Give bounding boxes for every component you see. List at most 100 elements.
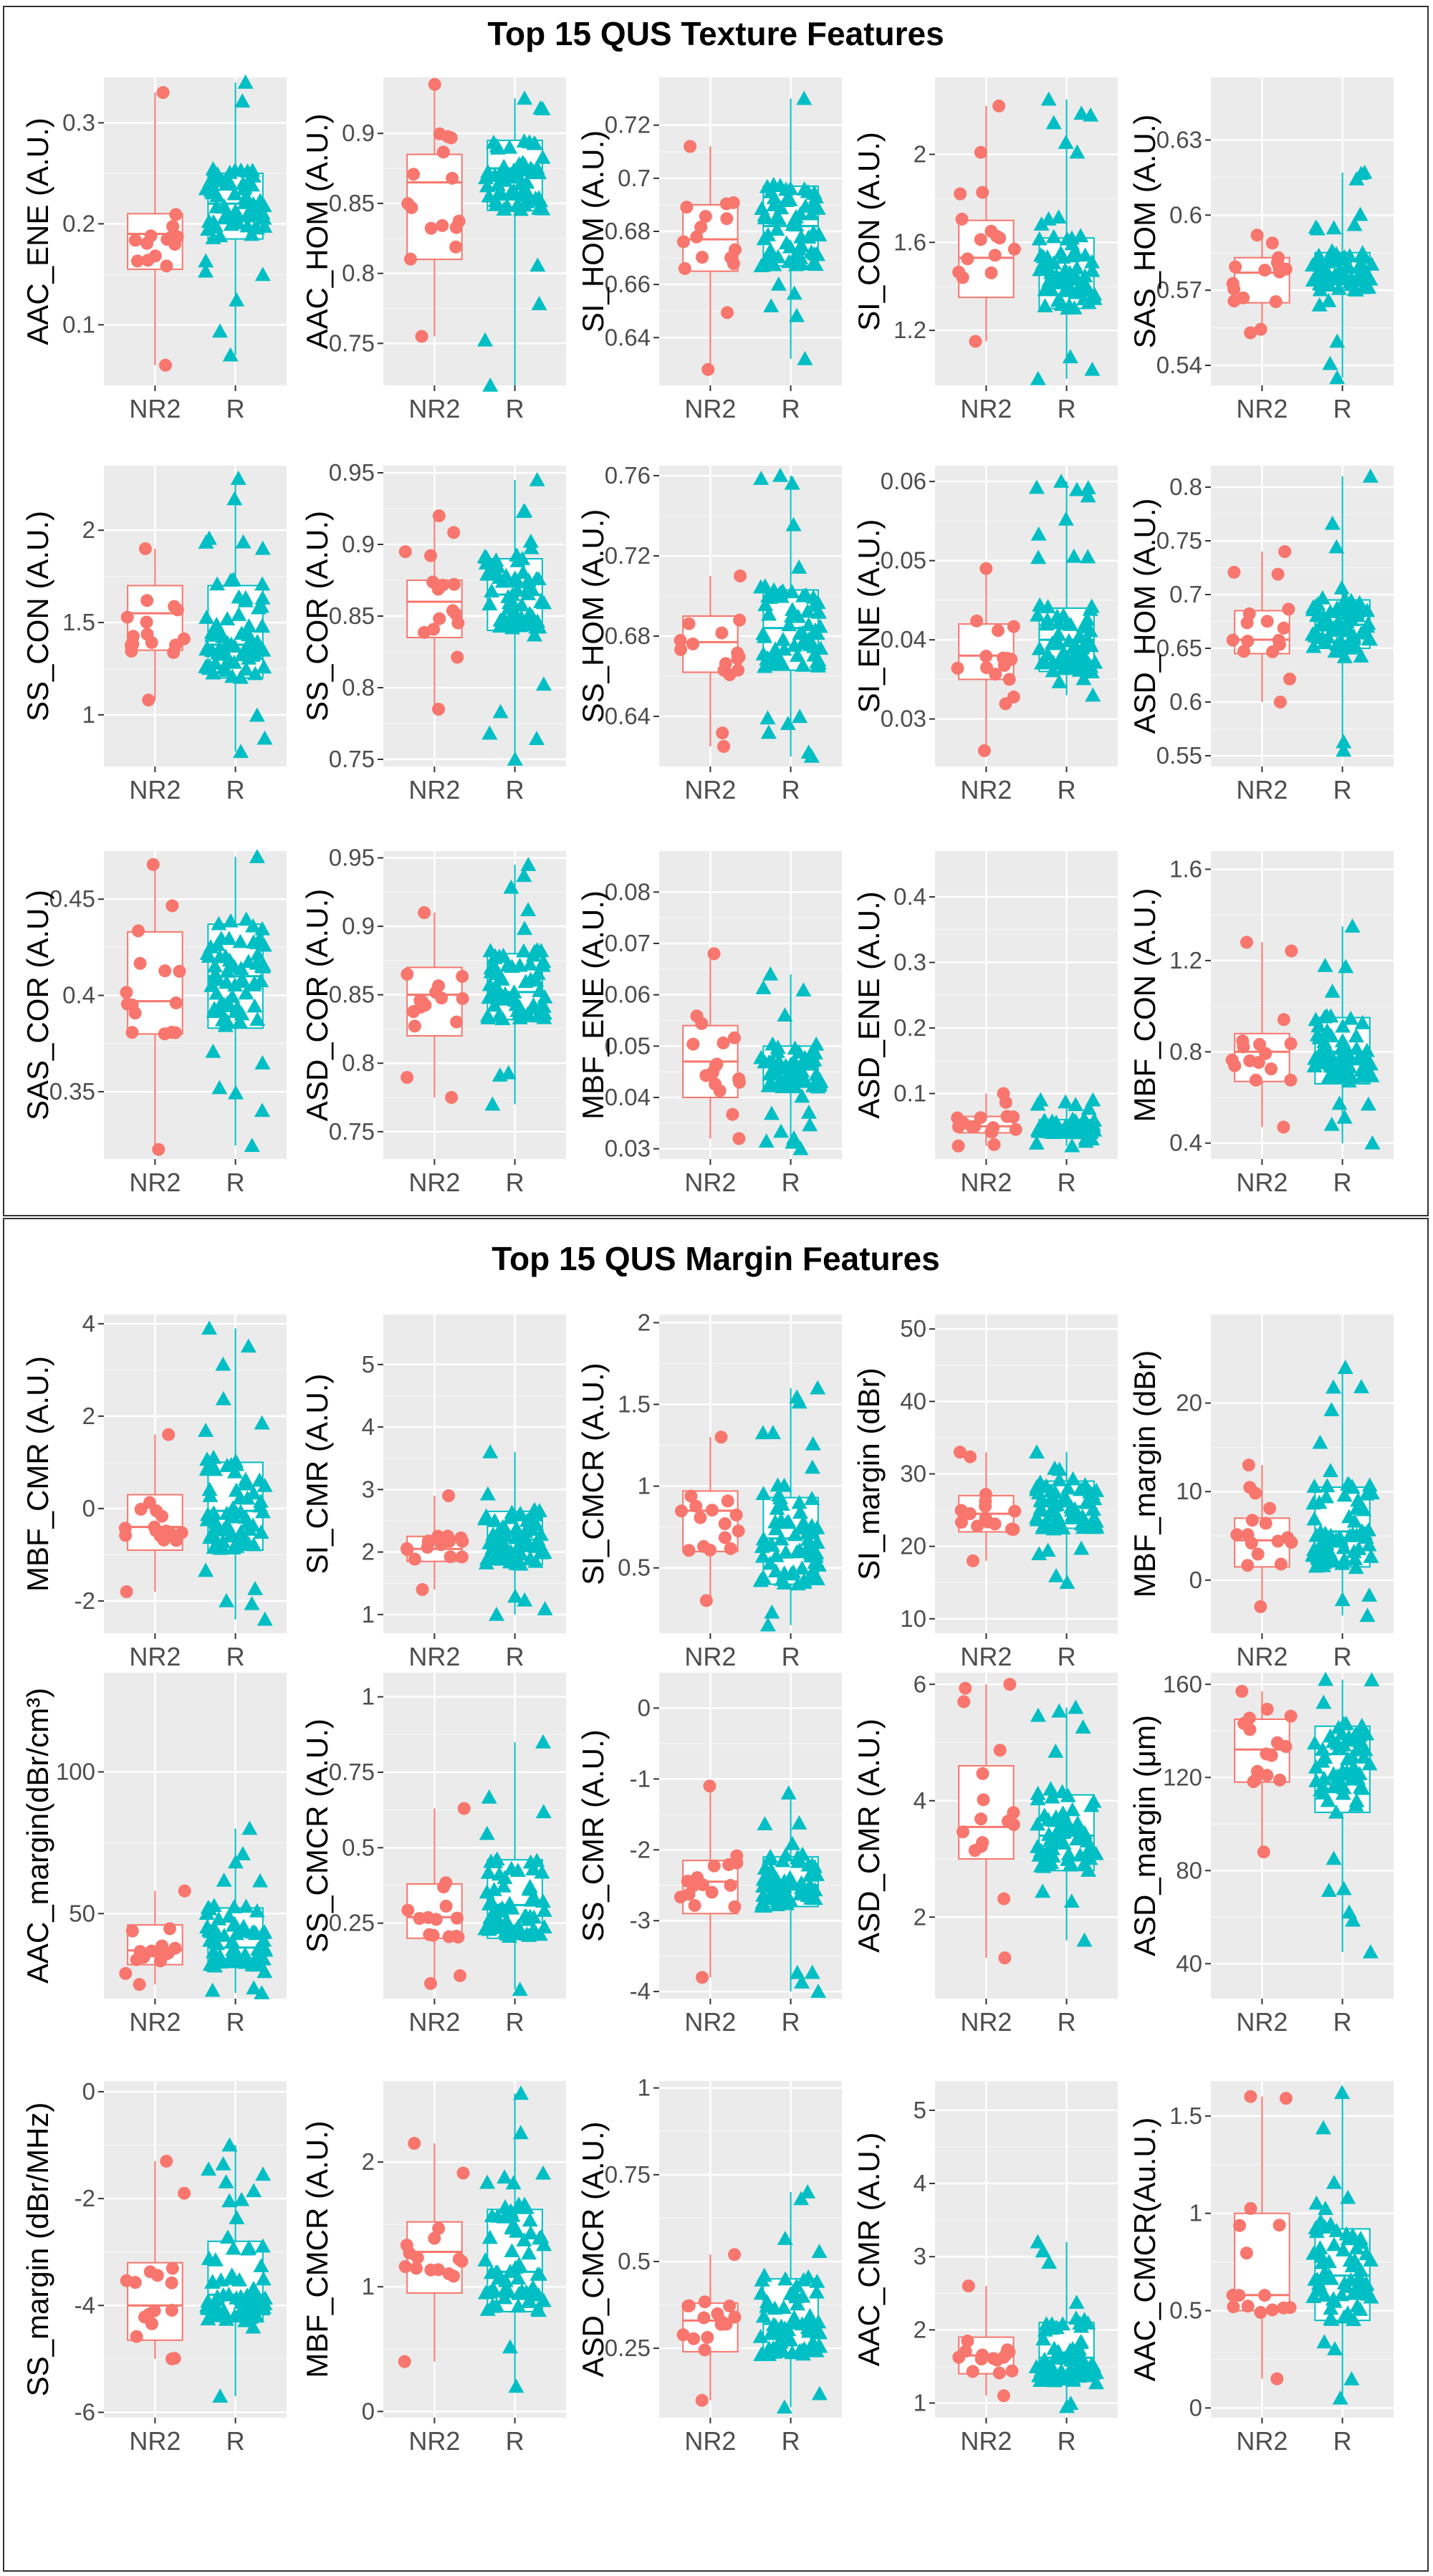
x-tick-label: NR2 bbox=[408, 2007, 460, 2037]
data-point-r bbox=[201, 2161, 217, 2176]
data-point-r bbox=[1055, 2316, 1071, 2331]
data-point-r bbox=[493, 185, 509, 200]
data-point-r bbox=[231, 607, 247, 621]
data-point-r bbox=[1362, 468, 1379, 483]
data-point-r bbox=[237, 1471, 254, 1486]
data-point-r bbox=[1028, 479, 1045, 494]
y-axis-title: SS_CMCR (A.U.) bbox=[300, 1719, 334, 1953]
x-tick-label: R bbox=[1058, 1642, 1076, 1671]
data-point-r bbox=[1083, 598, 1100, 613]
y-tick-label: 1 bbox=[82, 701, 95, 728]
x-tick-label: NR2 bbox=[960, 1168, 1012, 1197]
y-tick-label: -6 bbox=[75, 2399, 95, 2426]
data-point-r bbox=[1348, 2240, 1365, 2255]
data-point-r bbox=[780, 1785, 797, 1799]
data-point-r bbox=[204, 176, 221, 191]
data-point-nr2 bbox=[997, 2389, 1010, 2403]
data-point-r bbox=[786, 2315, 802, 2330]
data-point-r bbox=[253, 1524, 269, 1539]
data-point-r bbox=[224, 1941, 241, 1956]
data-point-nr2 bbox=[444, 131, 458, 145]
data-point-r bbox=[245, 2319, 262, 2334]
data-point-r bbox=[1321, 1883, 1337, 1897]
y-tick-label: 20 bbox=[900, 1533, 926, 1559]
data-point-r bbox=[244, 163, 261, 177]
data-point-r bbox=[1064, 1138, 1080, 1153]
x-tick-label: NR2 bbox=[129, 2426, 181, 2456]
data-point-r bbox=[255, 2166, 272, 2181]
data-point-r bbox=[805, 638, 822, 653]
y-tick-label: 0 bbox=[362, 2398, 375, 2424]
data-point-r bbox=[1332, 2390, 1348, 2405]
data-point-r bbox=[521, 1928, 537, 1942]
data-point-r bbox=[1336, 734, 1352, 749]
data-point-r bbox=[1047, 1484, 1063, 1499]
data-point-r bbox=[209, 616, 225, 631]
data-point-r bbox=[204, 1982, 221, 1997]
data-point-r bbox=[776, 641, 792, 656]
data-point-r bbox=[1082, 623, 1098, 638]
data-point-r bbox=[219, 1458, 236, 1472]
data-point-r bbox=[1326, 2236, 1342, 2251]
data-point-r bbox=[200, 2293, 216, 2308]
data-point-r bbox=[1346, 1764, 1362, 1779]
data-point-r bbox=[1358, 2246, 1374, 2261]
data-point-nr2 bbox=[999, 2348, 1012, 2362]
data-point-r bbox=[201, 530, 218, 545]
data-point-nr2 bbox=[1244, 2090, 1257, 2103]
data-point-r bbox=[254, 618, 271, 633]
data-point-r bbox=[800, 1532, 816, 1546]
data-point-nr2 bbox=[128, 2276, 142, 2289]
data-point-r bbox=[481, 2284, 498, 2299]
data-point-r bbox=[1353, 269, 1370, 284]
data-point-r bbox=[212, 1954, 229, 1969]
data-point-nr2 bbox=[733, 569, 747, 582]
data-point-r bbox=[1029, 607, 1045, 622]
data-point-nr2 bbox=[997, 1892, 1011, 1905]
y-tick-label: 0 bbox=[638, 1694, 651, 1721]
data-point-r bbox=[209, 576, 226, 591]
data-point-r bbox=[216, 660, 232, 675]
data-point-r bbox=[784, 475, 800, 490]
data-point-r bbox=[794, 625, 810, 640]
data-point-r bbox=[221, 165, 238, 179]
data-point-r bbox=[1058, 511, 1074, 526]
data-point-nr2 bbox=[1277, 1120, 1290, 1134]
data-point-r bbox=[1084, 262, 1101, 277]
data-point-nr2 bbox=[125, 1924, 139, 1938]
data-point-nr2 bbox=[714, 1431, 728, 1444]
data-point-r bbox=[1318, 1536, 1335, 1551]
data-point-r bbox=[797, 350, 813, 365]
data-point-r bbox=[1324, 243, 1341, 258]
data-point-r bbox=[758, 1133, 775, 1148]
y-tick-label: 2 bbox=[914, 141, 926, 168]
data-point-r bbox=[790, 1853, 806, 1868]
y-axis-title: SI_margin (dBr) bbox=[852, 1368, 886, 1580]
y-tick-label: 0.8 bbox=[342, 1049, 375, 1076]
data-point-r bbox=[202, 1488, 219, 1502]
data-point-r bbox=[1032, 2373, 1049, 2387]
data-point-nr2 bbox=[716, 726, 729, 740]
data-point-nr2 bbox=[439, 1876, 453, 1890]
data-point-nr2 bbox=[716, 1036, 730, 1049]
data-point-nr2 bbox=[160, 2154, 173, 2168]
data-point-nr2 bbox=[1244, 2201, 1257, 2215]
data-point-r bbox=[508, 996, 524, 1011]
data-point-r bbox=[1323, 1116, 1340, 1131]
data-point-r bbox=[257, 1941, 273, 1955]
y-tick-label: 50 bbox=[900, 1315, 926, 1342]
data-point-r bbox=[1037, 298, 1053, 312]
data-point-r bbox=[254, 1415, 270, 1430]
data-point-r bbox=[792, 1072, 808, 1087]
data-point-r bbox=[526, 627, 542, 642]
data-point-nr2 bbox=[424, 221, 438, 235]
y-tick-label: 0.75 bbox=[329, 1759, 375, 1785]
y-tick-label: 2 bbox=[82, 1403, 95, 1429]
data-point-nr2 bbox=[699, 1069, 713, 1082]
data-point-nr2 bbox=[134, 1502, 148, 1516]
data-point-nr2 bbox=[401, 1543, 414, 1557]
data-point-r bbox=[1029, 1512, 1045, 1527]
data-point-r bbox=[254, 958, 270, 973]
data-point-nr2 bbox=[717, 663, 731, 677]
data-point-r bbox=[517, 197, 533, 212]
